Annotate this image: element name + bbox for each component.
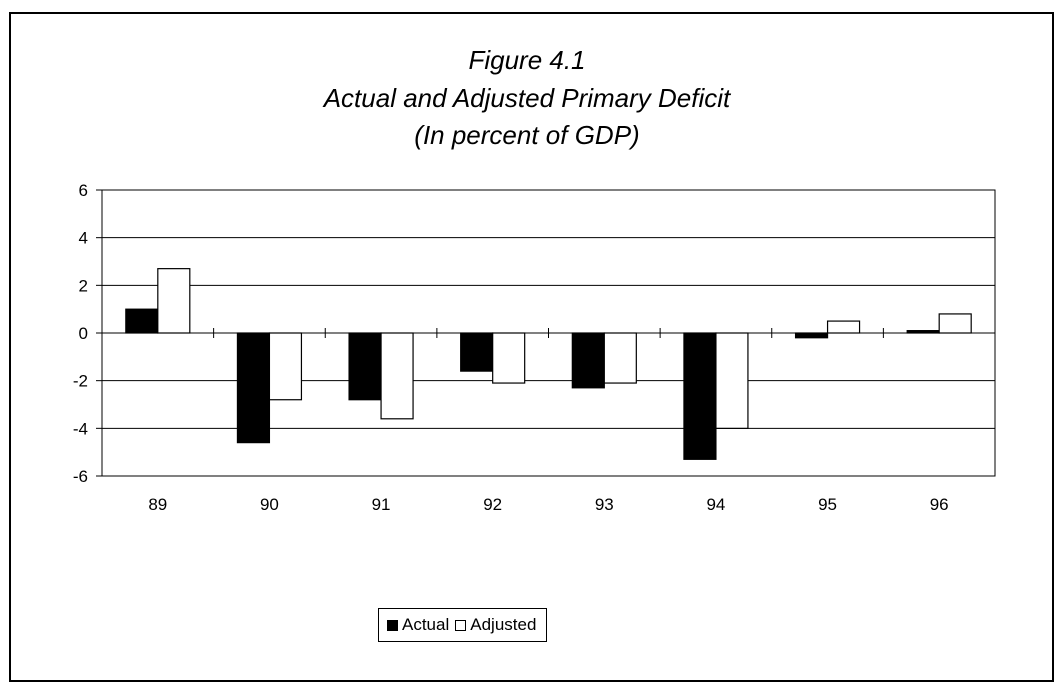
- y-tick-label: -2: [73, 372, 88, 391]
- x-tick-label: 96: [930, 495, 949, 514]
- bar-actual-93: [571, 332, 605, 389]
- chart-subtitle: Actual and Adjusted Primary Deficit: [323, 83, 731, 113]
- legend-swatch-adjusted: [455, 619, 467, 631]
- bar-actual-90: [236, 332, 271, 444]
- bar-adjusted-89: [157, 268, 191, 334]
- bar-adjusted-94: [715, 332, 749, 429]
- bar-adjusted-92: [492, 332, 526, 384]
- x-tick-label: 90: [260, 495, 279, 514]
- bar-actual-91: [348, 332, 382, 401]
- y-tick-label: 2: [79, 276, 88, 295]
- bar-adjusted-95: [826, 320, 861, 334]
- x-tick-label: 94: [706, 495, 725, 514]
- bar-adjusted-93: [603, 332, 637, 384]
- bar-actual-92: [460, 332, 494, 372]
- bar-actual-96: [906, 330, 940, 334]
- bar-actual-95: [794, 332, 829, 339]
- y-tick-label: 0: [79, 324, 88, 343]
- legend-label-actual: Actual: [402, 615, 450, 634]
- y-tick-label: 4: [79, 229, 88, 248]
- chart-subtitle-units: (In percent of GDP): [414, 120, 640, 150]
- legend-item-adjusted: Adjusted: [455, 615, 536, 635]
- chart-legend: Actual Adjusted: [378, 608, 548, 642]
- x-tick-label: 89: [148, 495, 167, 514]
- legend-label-adjusted: Adjusted: [470, 615, 537, 634]
- y-tick-label: -4: [73, 419, 88, 438]
- legend-swatch-actual: [387, 619, 398, 631]
- bar-adjusted-91: [380, 332, 414, 420]
- chart-title: Figure 4.1: [468, 45, 586, 75]
- legend-item-actual: Actual: [387, 615, 449, 635]
- chart-frame: [9, 12, 1054, 682]
- bar-adjusted-90: [268, 332, 303, 401]
- bar-actual-94: [683, 332, 717, 460]
- x-tick-label: 92: [483, 495, 502, 514]
- x-tick-label: 91: [372, 495, 391, 514]
- bar-adjusted-96: [938, 313, 972, 334]
- x-tick-label: 95: [818, 495, 837, 514]
- y-tick-label: -6: [73, 467, 88, 486]
- y-tick-label: 6: [79, 181, 88, 200]
- bar-actual-89: [125, 308, 159, 334]
- x-tick-label: 93: [595, 495, 614, 514]
